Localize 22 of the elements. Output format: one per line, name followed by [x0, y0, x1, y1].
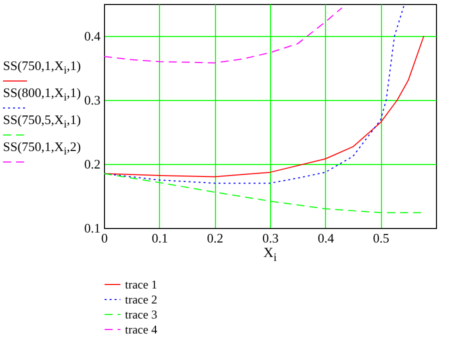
x-tick-label: 0.5	[373, 230, 390, 246]
y-tick-label: 0.3	[84, 92, 100, 108]
legend-label: trace 4	[125, 322, 158, 336]
text: SS(750,1,X$_{i}$,1)	[3, 58, 81, 78]
line-series	[104, 7, 342, 64]
text: SS(750,5,X$_{i}$,1)	[3, 112, 81, 132]
x-axis-title: X$_{i}$	[262, 246, 278, 264]
y-tick-label: 0.2	[84, 156, 100, 172]
legend-label: trace 3	[125, 308, 158, 322]
x-tick-label: 0.4	[318, 230, 334, 246]
y-tick-label: 0.4	[84, 28, 101, 44]
x-tick-label: 0.2	[207, 230, 224, 246]
x-tick-label: 0	[101, 230, 108, 246]
x-tick-label: 0.3	[262, 230, 279, 246]
y-tick-label: 0.1	[84, 220, 100, 236]
legend-label: trace 1	[125, 278, 158, 292]
text: SS(750,1,X$_{i}$,2)	[3, 139, 81, 159]
text: SS(800,1,X$_{i}$,1)	[3, 85, 81, 105]
line-series	[104, 36, 424, 178]
line-series	[104, 4, 405, 184]
legend-label: trace 2	[125, 292, 158, 306]
x-tick-label: 0.1	[152, 230, 168, 246]
